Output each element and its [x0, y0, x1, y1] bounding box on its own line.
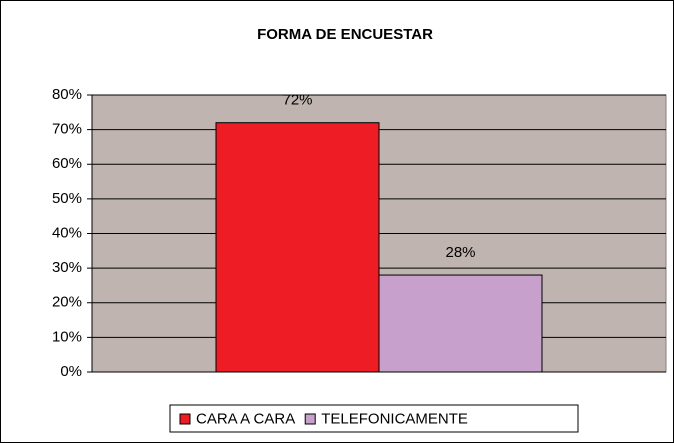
legend-box: [169, 404, 579, 433]
y-tick-label: 0%: [60, 363, 82, 380]
legend-swatch: [304, 413, 316, 425]
legend-label: TELEFONICAMENTE: [321, 410, 468, 427]
y-tick-label: 30%: [52, 259, 82, 276]
y-tick-label: 60%: [52, 155, 82, 172]
bar: [215, 122, 380, 373]
y-tick-label: 40%: [52, 224, 82, 241]
data-label: 72%: [282, 92, 312, 109]
bar: [378, 274, 543, 373]
legend-label: CARA A CARA: [196, 410, 295, 427]
y-tick-label: 20%: [52, 294, 82, 311]
data-label: 28%: [445, 244, 475, 261]
y-tick-label: 70%: [52, 121, 82, 138]
chart-title: FORMA DE ENCUESTAR: [257, 26, 433, 43]
y-tick-label: 10%: [52, 328, 82, 345]
legend-swatch: [179, 413, 191, 425]
y-tick-label: 80%: [52, 86, 82, 103]
y-tick-label: 50%: [52, 190, 82, 207]
